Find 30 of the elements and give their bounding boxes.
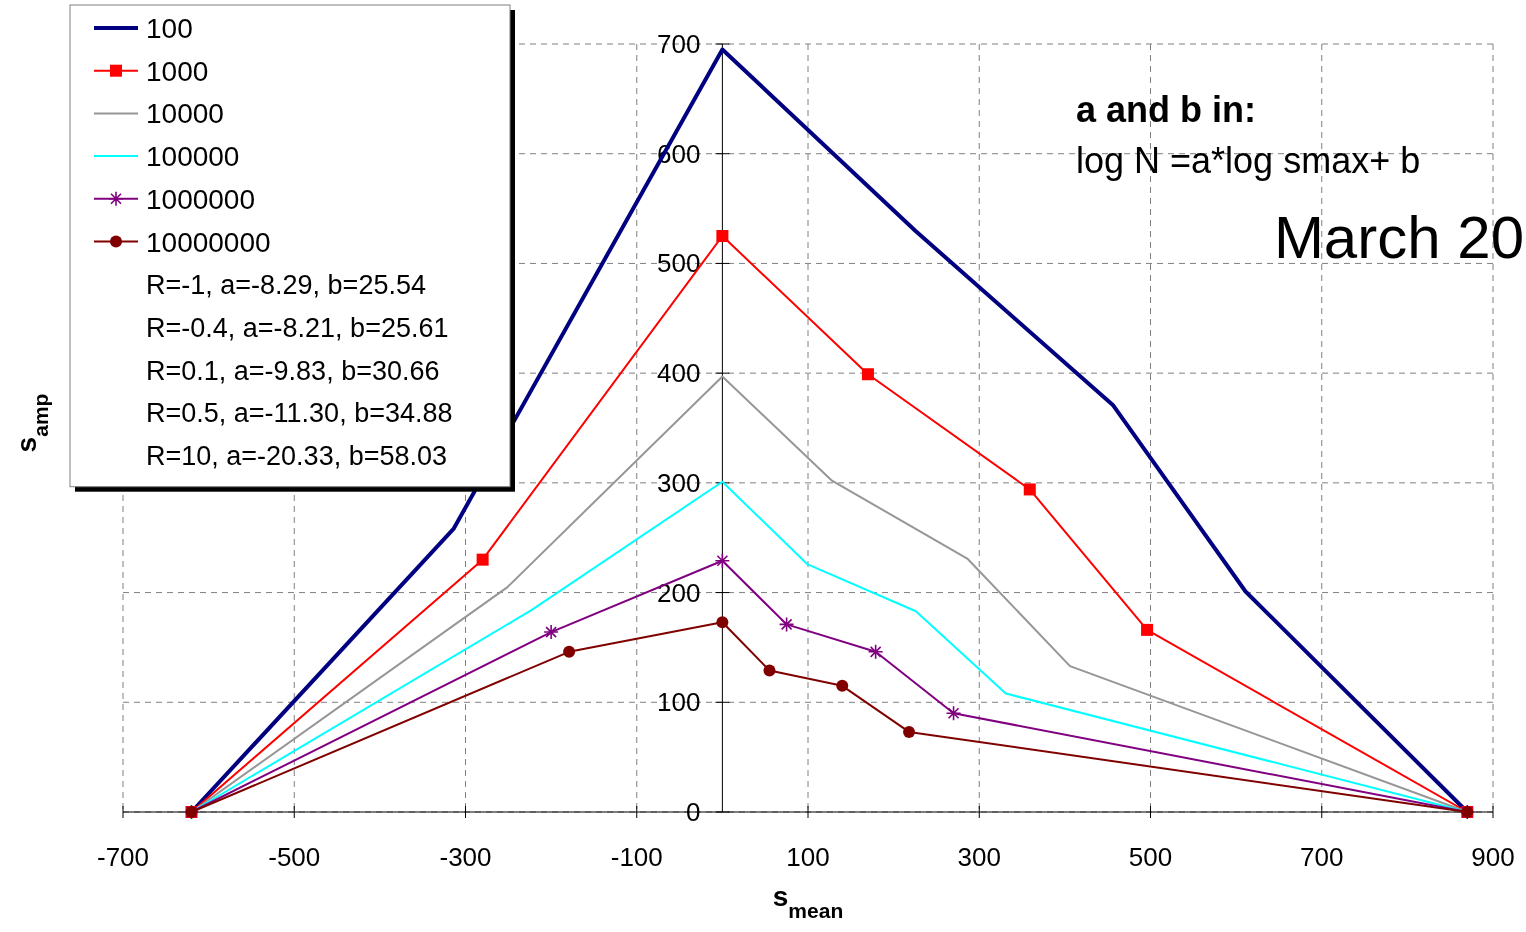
legend-label: 1000 xyxy=(146,55,209,87)
annotation: log N =a*log smax+ b xyxy=(1076,140,1421,181)
legend-label: 1000000 xyxy=(146,183,256,215)
x-tick-label: 700 xyxy=(1300,842,1344,872)
annotation: R=-0.4, a=-8.21, b=25.61 xyxy=(146,312,449,343)
annotation: R=0.5, a=-11.30, b=34.88 xyxy=(146,398,453,429)
annotation: a and b in: xyxy=(1076,89,1256,130)
y-tick-label: 100 xyxy=(656,687,701,718)
x-tick-label: 500 xyxy=(1128,842,1173,872)
y-tick-label: 300 xyxy=(656,467,701,498)
annotation: March 20 xyxy=(1273,204,1524,271)
y-tick-label: 400 xyxy=(656,358,701,389)
y-tick-label: 700 xyxy=(656,29,701,59)
legend-label: 100000 xyxy=(146,141,240,173)
x-tick-label: -500 xyxy=(268,842,321,872)
y-tick-label: 200 xyxy=(656,577,701,608)
legend-label: 100 xyxy=(146,13,193,44)
x-axis-title: s$_{mean}$ xyxy=(772,881,844,922)
x-tick-label: -700 xyxy=(96,842,150,872)
y-tick-label: 500 xyxy=(656,248,701,279)
x-tick-label: 300 xyxy=(957,842,1001,872)
x-tick-label: -300 xyxy=(439,842,492,872)
annotation: R=-1, a=-8.29, b=25.54 xyxy=(146,270,426,301)
annotation: R=0.1, a=-9.83, b=30.66 xyxy=(146,355,440,386)
x-tick-label: 900 xyxy=(1471,842,1515,872)
legend-label: 10000000 xyxy=(146,226,271,258)
x-tick-label: 100 xyxy=(786,842,830,872)
annotation: R=10, a=-20.33, b=58.03 xyxy=(146,441,447,471)
legend-label: 10000 xyxy=(146,98,224,130)
x-tick-label: -100 xyxy=(610,842,663,872)
